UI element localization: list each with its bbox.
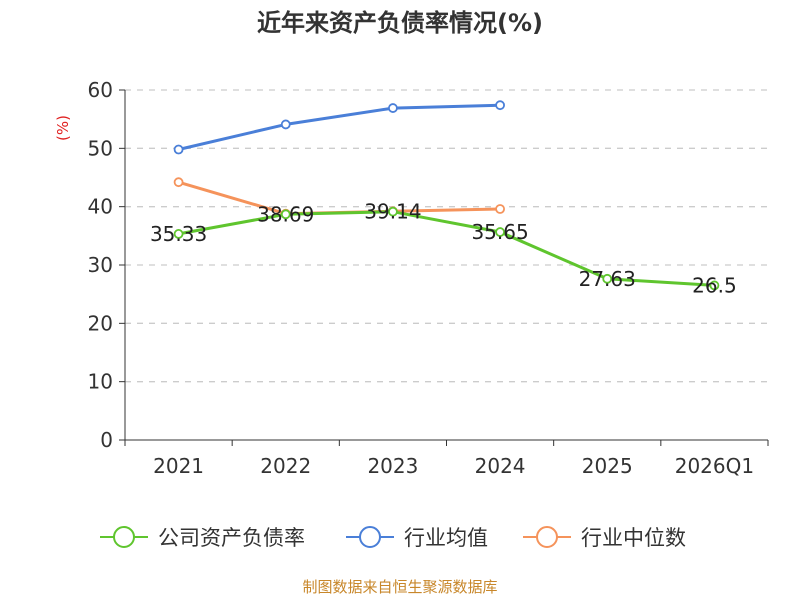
data-point	[280, 209, 291, 220]
gridlines	[125, 89, 768, 383]
data-point	[173, 229, 184, 239]
y-tick-label: 20	[88, 311, 113, 335]
x-tick-label: 2023	[367, 454, 418, 478]
legend-marker	[536, 526, 558, 548]
legend-item: 行业中位数	[523, 526, 686, 550]
chart-title: 近年来资产负债率情况(%)	[257, 9, 543, 37]
y-tick-label: 0	[100, 428, 113, 452]
legend-marker	[113, 526, 135, 548]
data-label: 27.63	[579, 267, 636, 291]
data-point	[709, 280, 720, 291]
axes: 0 10 20 30 40 50 60 2021 2022 2023 2024 2025 2026Q1	[88, 78, 769, 478]
data-point	[602, 273, 613, 284]
data-point	[495, 204, 505, 214]
data-labels: 35.33 38.69 39.14 35.65 27.63 26.5	[150, 200, 737, 298]
x-tick-label: 2021	[153, 454, 204, 478]
series-lines	[173, 100, 720, 291]
data-point	[173, 144, 184, 155]
legend-item: 公司资产负债率	[100, 526, 305, 550]
y-tick-label: 10	[88, 370, 113, 394]
x-tick-label: 2022	[260, 454, 311, 478]
data-point	[388, 206, 398, 217]
legend: 公司资产负债率 行业均值 行业中位数	[100, 526, 686, 550]
legend-label: 行业中位数	[581, 526, 686, 550]
data-label: 35.33	[150, 222, 207, 246]
y-tick-label: 50	[88, 136, 113, 160]
y-axis-label: (%)	[54, 115, 72, 141]
data-point	[388, 103, 398, 113]
series-line	[178, 210, 715, 287]
data-point	[495, 227, 505, 237]
y-tick-label: 60	[88, 78, 113, 102]
x-tick-label: 2024	[475, 454, 526, 478]
x-tick-label: 2026Q1	[675, 454, 754, 478]
data-point	[495, 100, 505, 111]
x-tick-label: 2025	[582, 454, 633, 478]
y-tick-label: 30	[88, 253, 113, 277]
data-label: 35.65	[471, 220, 528, 244]
data-point	[280, 119, 291, 130]
legend-label: 行业均值	[404, 526, 488, 550]
data-label: 26.5	[692, 273, 737, 297]
legend-marker	[359, 526, 381, 548]
data-label: 38.69	[257, 202, 314, 226]
y-tick-label: 40	[88, 195, 113, 219]
data-point	[173, 177, 184, 188]
legend-item: 行业均值	[346, 526, 488, 550]
series-line	[178, 103, 501, 151]
data-label: 39.14	[364, 200, 421, 224]
source-note: 制图数据来自恒生聚源数据库	[302, 578, 497, 596]
legend-label: 公司资产负债率	[158, 526, 305, 550]
series-line	[178, 180, 501, 216]
